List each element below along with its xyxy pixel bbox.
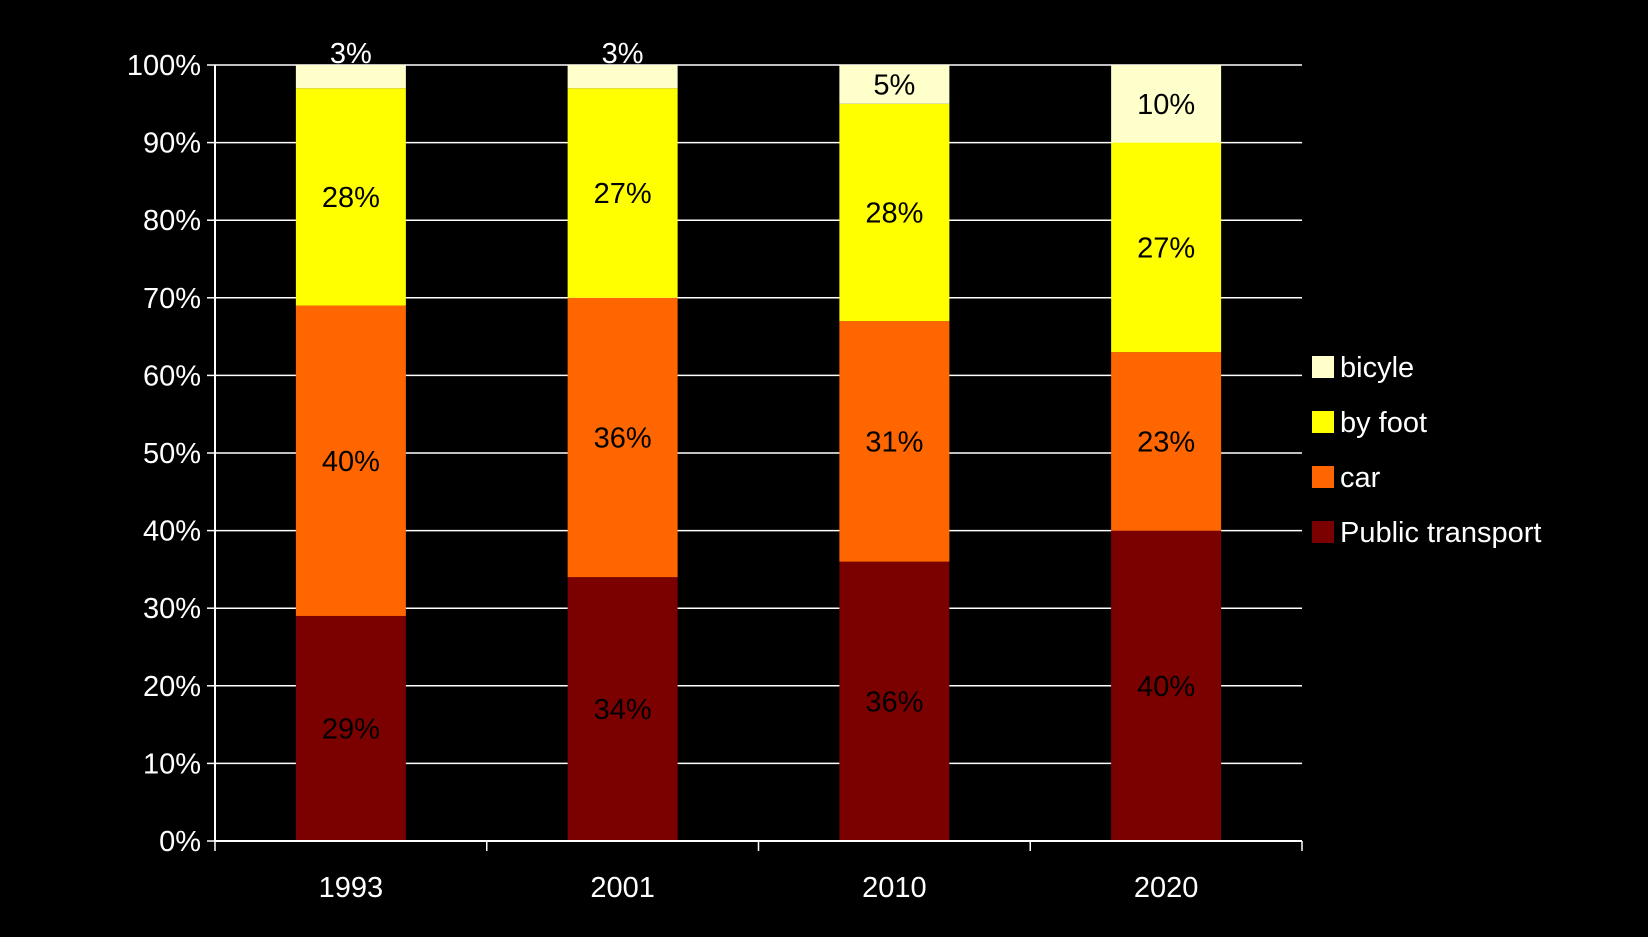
bar-segment [839, 321, 950, 562]
y-tick-label: 90% [143, 128, 201, 160]
y-tick-label: 60% [143, 360, 201, 392]
y-tick-label: 50% [143, 438, 201, 470]
data-label: 40% [1137, 671, 1195, 703]
bar-segment [295, 615, 406, 841]
data-label: 31% [865, 426, 923, 458]
data-label: 36% [865, 686, 923, 718]
y-tick-label: 80% [143, 205, 201, 237]
x-tick-label: 2001 [590, 872, 655, 904]
data-label: 27% [1137, 232, 1195, 264]
y-tick-label: 20% [143, 671, 201, 703]
legend-label: Public transport [1340, 517, 1542, 549]
bar-segment [295, 305, 406, 616]
bar-segment [567, 297, 678, 578]
legend-swatch [1312, 356, 1334, 378]
legend-label: car [1340, 462, 1381, 494]
data-label: 34% [594, 694, 652, 726]
y-tick-label: 0% [159, 826, 201, 858]
bar-segment [839, 65, 950, 104]
bar-segment [839, 103, 950, 322]
data-label: 3% [602, 38, 644, 70]
bar-segment [295, 65, 406, 89]
data-labels: 29% 40% 28% 3% 34% 36% 27% 3% 36% 31% 28% 5% 40% 23% 2… [322, 38, 1195, 745]
x-tick-label: 2010 [862, 872, 927, 904]
bar-segment [1111, 352, 1222, 531]
legend-swatch [1312, 521, 1334, 543]
bar-segment [839, 561, 950, 841]
bar-segment [567, 577, 678, 841]
data-label: 5% [873, 69, 915, 101]
legend: bicyle by foot car Public transport [1312, 352, 1542, 549]
x-tick-label: 1993 [319, 872, 384, 904]
data-label: 28% [322, 182, 380, 214]
data-label: 10% [1137, 89, 1195, 121]
legend-label: bicyle [1340, 352, 1414, 384]
data-label: 23% [1137, 426, 1195, 458]
bar-segment [567, 88, 678, 298]
data-label: 28% [865, 197, 923, 229]
axes: 0% 10% 20% 30% 40% 50% 60% 70% 80% 90% 100% 1993 200… [127, 50, 1303, 904]
bar-segment [1111, 530, 1222, 841]
bar-segment [1111, 142, 1222, 353]
data-label: 40% [322, 446, 380, 478]
y-tick-label: 100% [127, 50, 201, 82]
data-label: 29% [322, 713, 380, 745]
bar-segment [1111, 65, 1222, 143]
bars [295, 65, 1222, 841]
legend-swatch [1312, 411, 1334, 433]
legend-swatch [1312, 466, 1334, 488]
y-tick-label: 30% [143, 593, 201, 625]
data-label: 3% [330, 38, 372, 70]
y-tick-label: 40% [143, 516, 201, 548]
legend-label: by foot [1340, 407, 1427, 439]
y-tick-label: 70% [143, 283, 201, 315]
data-label: 36% [594, 422, 652, 454]
bar-segment [567, 65, 678, 89]
bar-segment [295, 88, 406, 306]
x-tick-label: 2020 [1134, 872, 1199, 904]
data-label: 27% [594, 178, 652, 210]
y-tick-label: 10% [143, 748, 201, 780]
